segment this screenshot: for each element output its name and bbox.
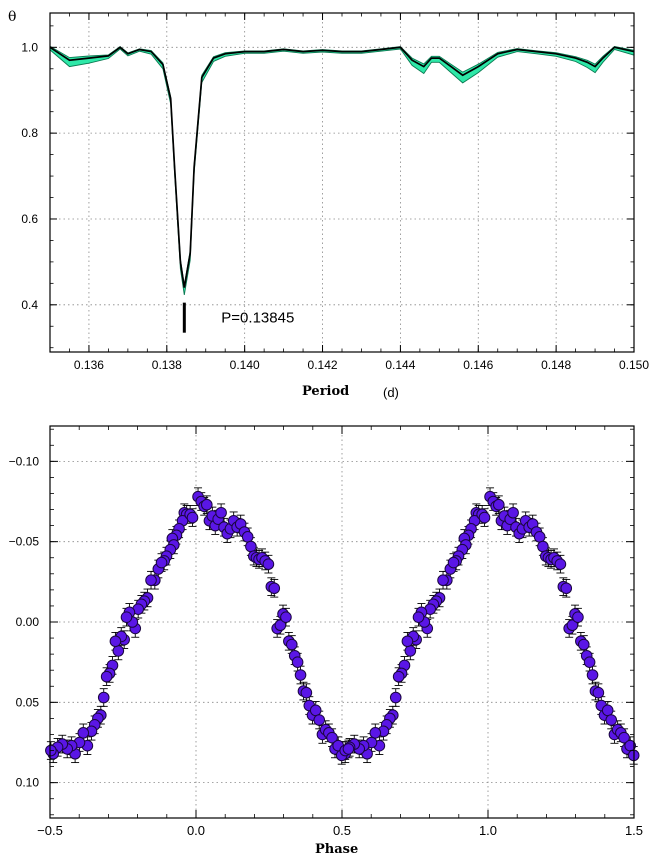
data-point-85s [601, 704, 614, 717]
data-point-54s [507, 506, 519, 519]
phase-plot-y-tick-label-4: 0.10 [16, 776, 40, 790]
periodogram-y-tick-label-3: 1.0 [21, 40, 38, 54]
periodogram-y-tick-label-0: 0.4 [21, 298, 38, 312]
periodogram-line [49, 46, 635, 288]
data-point-86s [605, 714, 618, 726]
periodogram-x-tick-label-4: 0.144 [385, 358, 415, 372]
data-point-75s [572, 611, 584, 623]
data-point-86 [313, 714, 326, 726]
periodogram-panel: P=0.13845 0.136 0.138 0.140 0.142 0.144 0.146… [8, 9, 649, 400]
periodogram-x-tick-label-2: 0.140 [230, 358, 260, 372]
data-point-27s [412, 611, 425, 623]
periodogram-x-tick-labels: 0.136 0.138 0.140 0.142 0.144 0.146 0.148 0.150 [74, 358, 649, 372]
data-point-77 [285, 638, 298, 651]
data-point-80s [586, 669, 599, 681]
data-point-85 [309, 704, 322, 717]
data-point-54 [215, 506, 227, 519]
data-point-17s [447, 556, 460, 569]
phase-plot-x-axis-label: Phase [315, 842, 358, 857]
periodogram-x-unit: (d) [383, 385, 399, 400]
period-annotation: P=0.13845 [221, 310, 294, 327]
data-point-79s [583, 656, 596, 668]
data-point-90 [326, 731, 338, 744]
data-point-62s [533, 531, 546, 543]
phase-plot-points [45, 490, 640, 762]
phase-plot-panel: −0.5 0.0 0.5 1.0 1.5 −0.10−0.050.000.050.10 … [9, 425, 643, 857]
periodogram-x-tick-label-7: 0.150 [619, 358, 649, 372]
data-point-41 [77, 727, 90, 739]
phase-plot-x-tick-label-0: −0.5 [37, 823, 63, 838]
periodogram-curve [49, 46, 635, 288]
data-point-8 [186, 511, 199, 524]
phase-plot-x-tick-label-3: 1.0 [479, 823, 497, 838]
periodogram-x-tick-label-0: 0.136 [74, 358, 104, 372]
periodogram-y-tick-label-1: 0.6 [21, 212, 38, 226]
data-point-19 [145, 574, 157, 587]
periodogram-x-tick-label-3: 0.142 [308, 358, 338, 372]
data-point-62 [241, 531, 254, 543]
data-point-30 [112, 645, 125, 657]
phase-plot-x-tick-label-2: 0.5 [333, 823, 351, 838]
data-point-63s [537, 540, 549, 553]
phase-plot-y-tick-label-0: −0.10 [9, 454, 40, 468]
periodogram-x-axis-label: Period [302, 384, 349, 399]
data-point-35s [389, 691, 402, 704]
periodogram-ticks [50, 13, 635, 352]
phase-plot-y-tick-label-1: −0.05 [9, 535, 40, 549]
data-point-17 [155, 556, 168, 569]
data-point-34s [392, 670, 405, 683]
data-point-71 [268, 582, 281, 595]
data-point-82s [592, 686, 605, 699]
phase-plot-y-tick-label-3: 0.05 [16, 695, 40, 709]
data-point-30s [404, 645, 417, 657]
periodogram-y-axis-label: θ [8, 9, 16, 25]
data-point-71s [560, 582, 573, 595]
data-point-31s [401, 635, 414, 648]
data-point-41s [369, 727, 382, 739]
data-point-31 [109, 635, 122, 648]
periodogram-uncertainty-band [49, 45, 635, 295]
periodogram-x-tick-label-1: 0.138 [152, 358, 182, 372]
data-point-90s [618, 731, 630, 744]
data-point-82 [300, 686, 313, 699]
periodogram-x-tick-label-6: 0.148 [541, 358, 571, 372]
data-point-19s [437, 574, 449, 587]
data-point-3 [201, 498, 213, 511]
periodogram-grid [50, 13, 635, 352]
data-point-73s [566, 619, 579, 632]
data-point-73 [274, 619, 287, 632]
data-point-3s [493, 498, 505, 511]
data-point-69 [262, 558, 275, 570]
data-point-63 [245, 540, 257, 553]
periodogram-y-tick-label-2: 0.8 [21, 126, 38, 140]
phase-plot-x-tick-labels: −0.5 0.0 0.5 1.0 1.5 [37, 823, 643, 838]
phase-plot-y-tick-labels: −0.10 −0.05 0.00 0.05 0.10 [9, 454, 40, 789]
data-point-35 [97, 691, 110, 704]
data-point-8s [478, 511, 491, 524]
data-point-80 [294, 669, 307, 681]
data-point-34 [100, 670, 113, 683]
data-point-77s [577, 638, 590, 651]
data-point-79 [291, 656, 304, 668]
data-point-95 [342, 743, 355, 755]
phase-plot-x-tick-label-4: 1.5 [625, 823, 643, 838]
periodogram-band [49, 45, 635, 295]
periodogram-frame [49, 12, 635, 353]
periodogram-y-tick-labels: 0.4 0.6 0.8 1.0 [21, 40, 38, 311]
phase-plot-x-tick-label-1: 0.0 [187, 823, 205, 838]
phase-plot-ticks [49, 426, 635, 818]
data-point-75 [280, 611, 292, 623]
data-point-27 [120, 611, 133, 623]
data-point-69s [554, 558, 567, 570]
periodogram-x-tick-label-5: 0.146 [463, 358, 493, 372]
phase-plot-y-tick-label-2: 0.00 [16, 615, 40, 629]
